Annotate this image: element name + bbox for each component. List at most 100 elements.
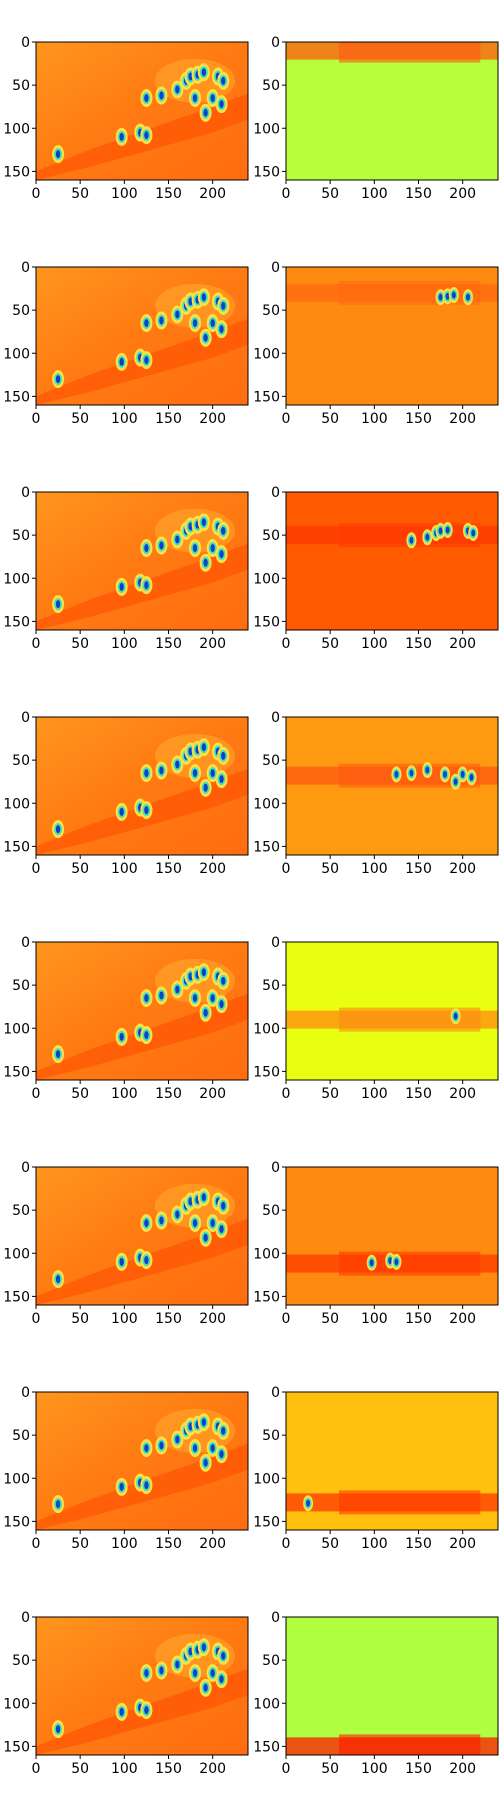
heatmap-image — [286, 1167, 498, 1305]
x-tick-label: 200 — [449, 1086, 476, 1102]
heatmap-blob-center — [425, 766, 430, 774]
y-tick-label: 100 — [253, 1246, 280, 1262]
heatmap-blob-center — [144, 1031, 149, 1040]
x-tick-label: 100 — [111, 1086, 138, 1102]
x-tick-label: 50 — [321, 1761, 339, 1777]
y-tick-label: 0 — [21, 485, 30, 501]
x-tick-label: 150 — [155, 1536, 182, 1552]
y-tick-label: 0 — [21, 1385, 30, 1401]
x-tick-label: 0 — [32, 411, 41, 427]
x-tick-label: 100 — [361, 1761, 388, 1777]
y-tick-label: 50 — [262, 978, 280, 994]
heatmap-blob-center — [203, 1683, 208, 1692]
heatmap-blob-center — [469, 773, 474, 781]
axes-frame — [35, 1616, 249, 1756]
panel-row7-left: 0 50 100 150 200 0 50 100 150 — [3, 1385, 249, 1552]
y-tick-label: 150 — [3, 1289, 30, 1305]
x-tick-label: 50 — [71, 1761, 89, 1777]
x-tick-label: 0 — [32, 861, 41, 877]
heatmap-blob-center — [119, 132, 124, 141]
x-tick-label: 100 — [111, 1536, 138, 1552]
heatmap-base — [286, 42, 498, 180]
x-tick-label: 100 — [361, 1536, 388, 1552]
y-tick-label: 150 — [253, 614, 280, 630]
heatmap-blob-center — [219, 100, 224, 109]
heatmap-blob-center — [159, 541, 164, 550]
panel-row4-left: 0 50 100 150 200 0 50 100 150 — [3, 710, 249, 877]
x-tick-label: 150 — [405, 1536, 432, 1552]
y-tick-label: 100 — [3, 121, 30, 137]
heatmap-blob-center — [144, 319, 149, 328]
heatmap-blob-center — [55, 375, 61, 384]
heatmap-blob-center — [159, 991, 164, 1000]
heatmap-blob-center — [221, 301, 226, 310]
heatmap-blob-center — [175, 1435, 180, 1444]
y-tick-label: 50 — [12, 753, 30, 769]
y-tick-label: 100 — [253, 571, 280, 587]
x-tick-label: 50 — [71, 186, 89, 202]
axes-frame — [35, 716, 249, 856]
heatmap-base — [286, 492, 498, 630]
heatmap-blob-center — [203, 558, 208, 567]
heatmap-blob-center — [210, 1669, 215, 1678]
heatmap-blob-center — [55, 825, 61, 834]
heatmap-blob-center — [210, 769, 215, 778]
heatmap-blob-center — [201, 68, 207, 77]
heatmap-blob-center — [144, 1706, 149, 1715]
y-tick-label: 0 — [21, 1160, 30, 1176]
x-tick-label: 100 — [111, 1311, 138, 1327]
x-tick-label: 100 — [361, 861, 388, 877]
x-tick-label: 100 — [111, 411, 138, 427]
y-tick-label: 0 — [271, 1160, 280, 1176]
y-tick-label: 50 — [262, 78, 280, 94]
x-tick-label: 200 — [449, 1761, 476, 1777]
heatmap-image — [36, 492, 248, 630]
heatmap-band-core — [339, 1734, 481, 1755]
y-tick-label: 150 — [3, 1064, 30, 1080]
x-tick-label: 100 — [111, 1761, 138, 1777]
heatmap-blob-center — [438, 293, 443, 301]
panel-row3-left: 0 50 100 150 200 0 50 100 150 — [3, 485, 249, 652]
x-tick-label: 100 — [111, 861, 138, 877]
x-tick-label: 50 — [71, 1311, 89, 1327]
axes-frame — [35, 1166, 249, 1306]
x-tick-label: 200 — [199, 861, 226, 877]
y-tick-label: 100 — [3, 1021, 30, 1037]
heatmap-band-core — [339, 1490, 481, 1515]
x-tick-label: 50 — [321, 1536, 339, 1552]
x-tick-label: 0 — [282, 1311, 291, 1327]
x-tick-label: 100 — [361, 1086, 388, 1102]
y-tick-label: 100 — [253, 1696, 280, 1712]
x-tick-label: 50 — [321, 186, 339, 202]
heatmap-blob-center — [55, 1725, 61, 1734]
heatmap-blob-center — [144, 1219, 149, 1228]
heatmap-blob-center — [221, 1651, 226, 1660]
heatmap-blob-center — [221, 76, 226, 85]
heatmap-base — [286, 1617, 498, 1755]
heatmap-blob-center — [443, 770, 447, 778]
heatmap-blob-center — [144, 1669, 149, 1678]
heatmap-blob-center — [201, 743, 207, 752]
heatmap-blob-center — [203, 1008, 208, 1017]
y-tick-label: 50 — [12, 978, 30, 994]
heatmap-blob-center — [159, 1216, 164, 1225]
axes-frame — [285, 266, 499, 406]
x-tick-label: 200 — [199, 1086, 226, 1102]
heatmap-blob-center — [203, 783, 208, 792]
heatmap-blob-center — [453, 1012, 458, 1020]
x-tick-label: 50 — [71, 411, 89, 427]
x-tick-label: 150 — [155, 1311, 182, 1327]
y-tick-label: 50 — [12, 1428, 30, 1444]
heatmap-blob-center — [119, 807, 124, 816]
x-tick-label: 50 — [71, 861, 89, 877]
heatmap-blob-center — [221, 751, 226, 760]
heatmap-blob-center — [471, 529, 476, 537]
x-tick-label: 150 — [155, 411, 182, 427]
x-tick-label: 0 — [282, 1086, 291, 1102]
panel-row7-right: 0 50 100 150 200 0 50 100 150 — [253, 1385, 499, 1552]
y-tick-label: 100 — [253, 346, 280, 362]
x-tick-label: 50 — [71, 636, 89, 652]
x-tick-label: 200 — [199, 1536, 226, 1552]
panel-row4-right: 0 50 100 150 200 0 50 100 150 — [253, 710, 499, 877]
